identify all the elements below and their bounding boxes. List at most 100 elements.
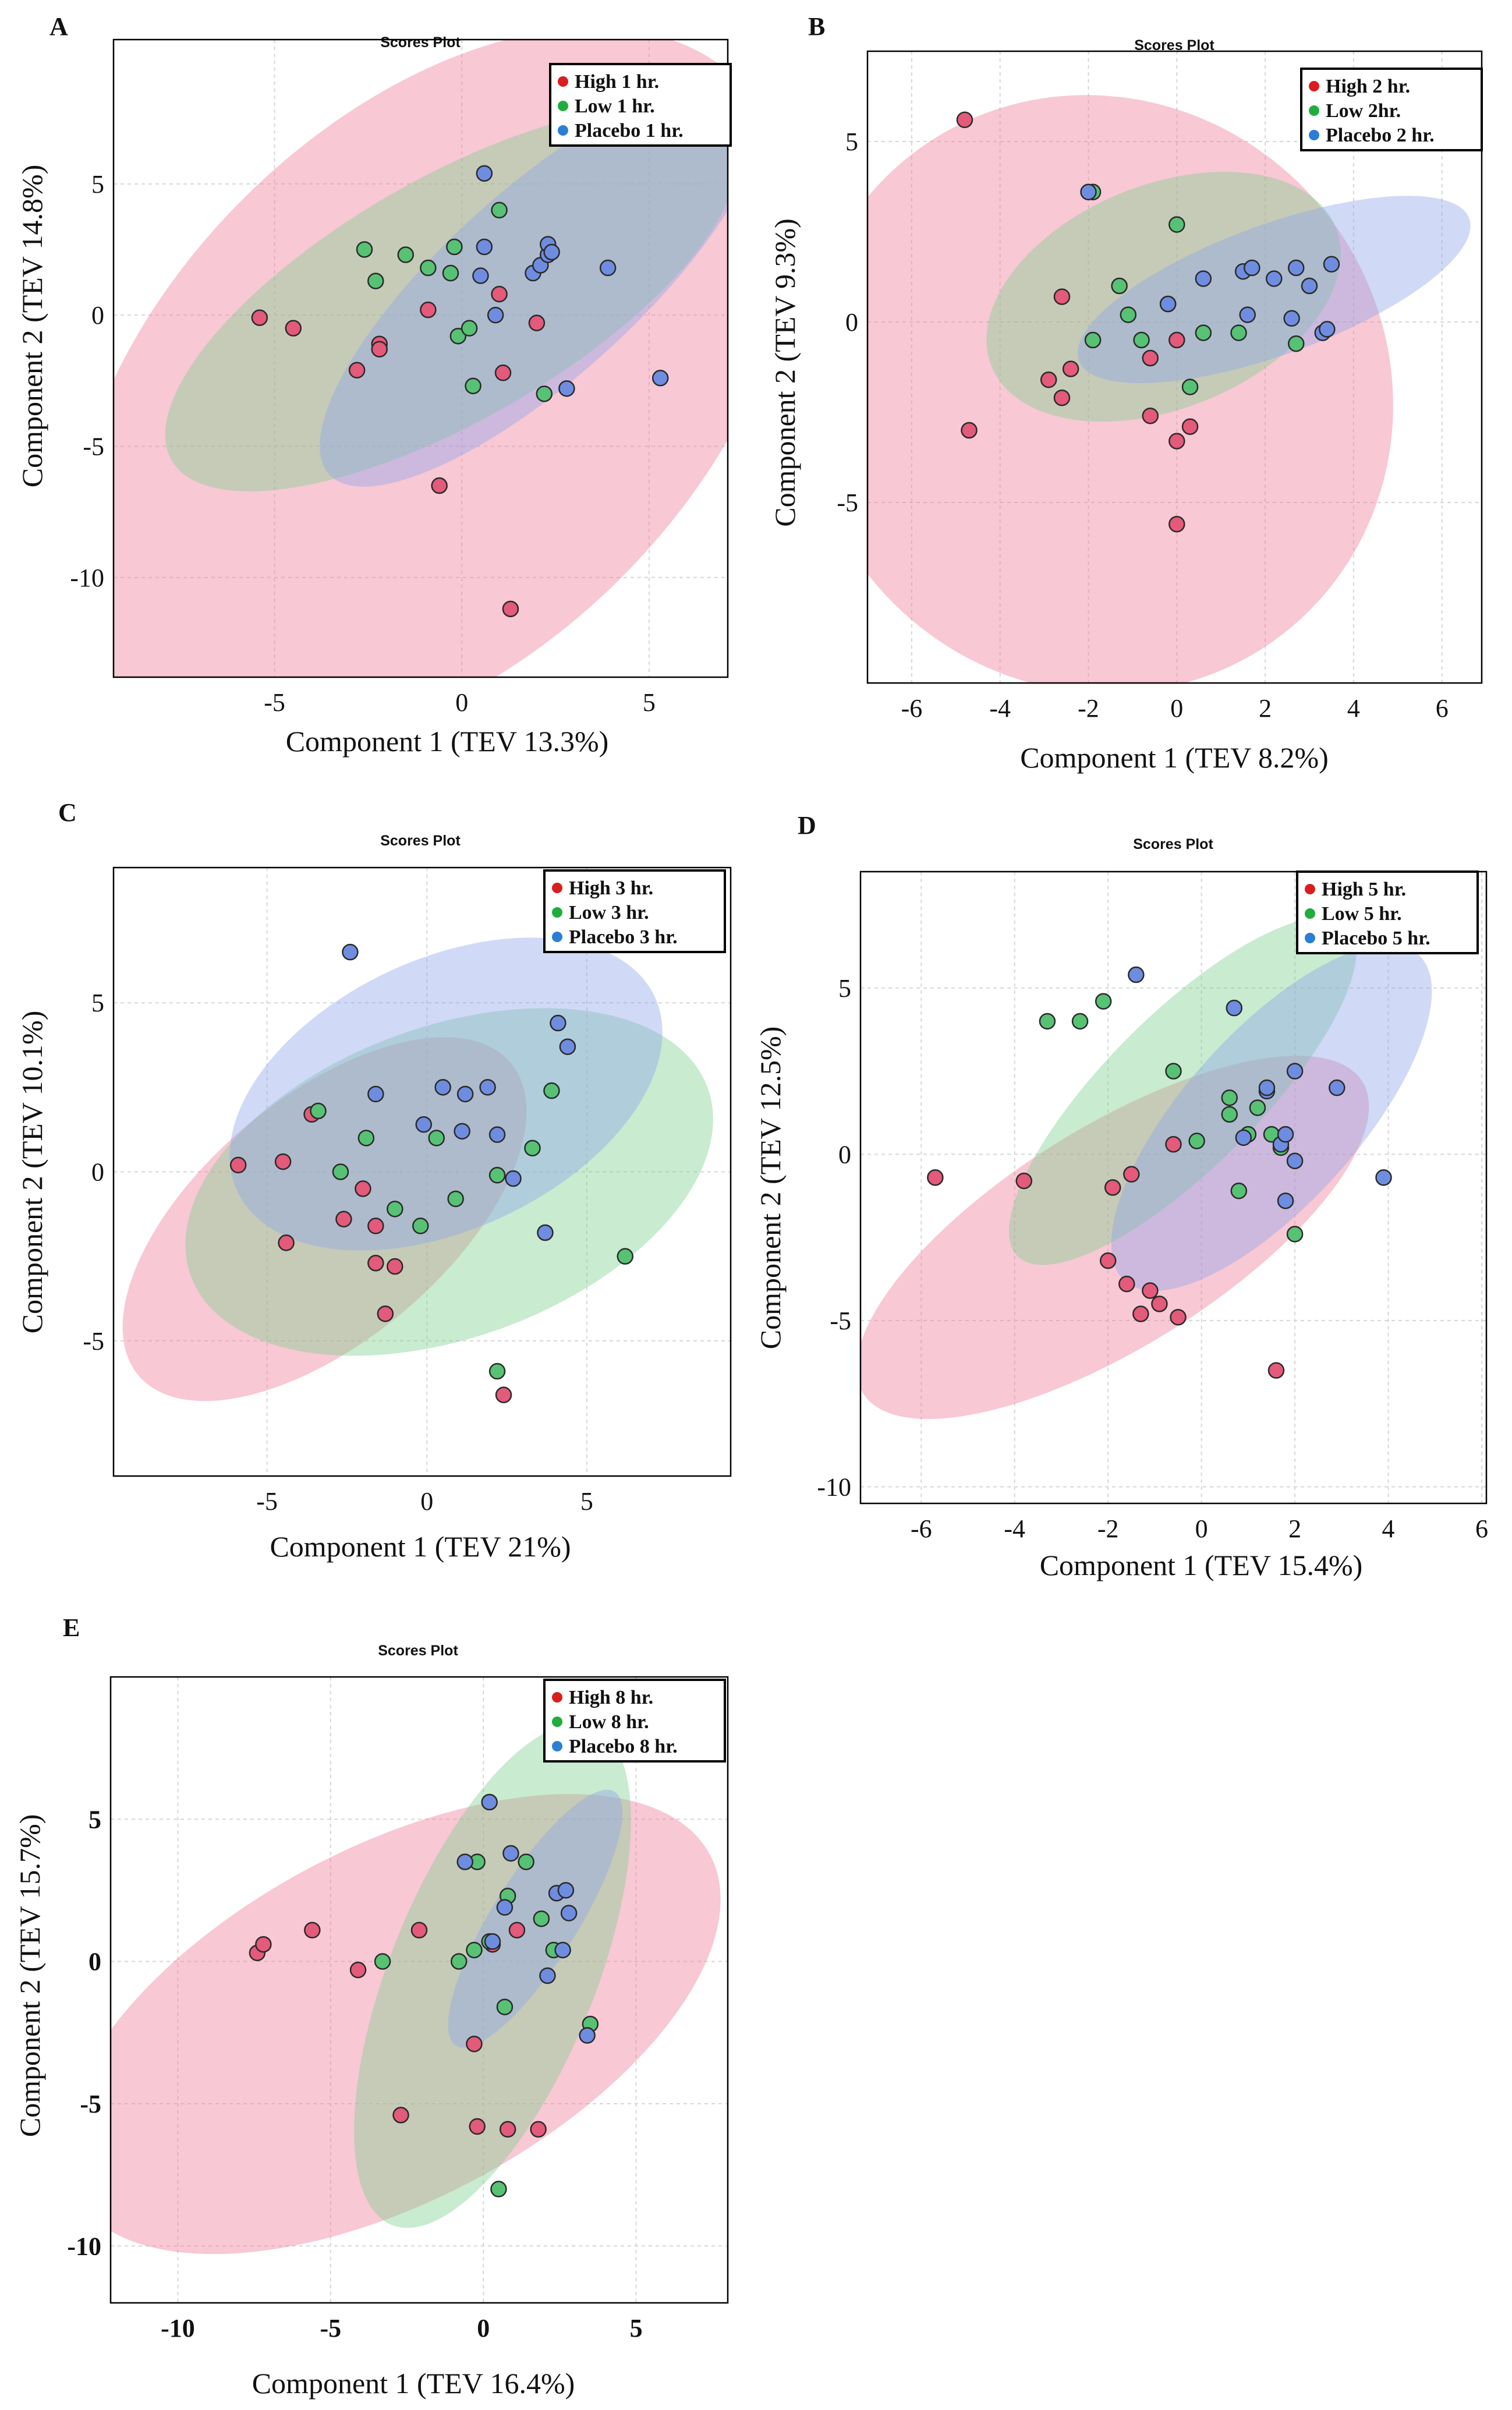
y-tick-label: -10 <box>70 564 104 592</box>
point-high <box>927 1169 944 1186</box>
point-low <box>1195 324 1212 341</box>
data-points <box>251 165 669 618</box>
x-tick-label: -6 <box>901 694 923 723</box>
point-placebo <box>487 306 504 324</box>
point-high <box>495 1386 512 1403</box>
point-high <box>1053 288 1071 305</box>
panel-c: C Scores Plot Component 1 (TEV 21%) Comp… <box>16 798 732 1563</box>
point-low <box>1111 277 1128 295</box>
x-tick-label: -5 <box>256 1487 278 1516</box>
point-placebo <box>342 943 359 961</box>
legend-label: High 3 hr. <box>569 877 653 899</box>
legend-box <box>1296 870 1479 954</box>
legend-box <box>549 63 732 147</box>
x-tick-label: 5 <box>630 2314 643 2342</box>
x-tick-label: -5 <box>264 688 285 717</box>
point-placebo <box>537 1224 554 1241</box>
y-tick-label: 0 <box>838 1140 851 1169</box>
legend-marker <box>558 76 568 87</box>
x-tick-label: 6 <box>1436 694 1449 723</box>
legend-label: Low 1 hr. <box>575 95 655 117</box>
point-high <box>1118 1275 1135 1293</box>
point-placebo <box>554 1941 571 1959</box>
point-low <box>524 1139 541 1157</box>
y-tick-label: -5 <box>80 2090 101 2118</box>
y-tick-label: -5 <box>83 1327 104 1356</box>
y-tick-label: 0 <box>88 1948 101 1976</box>
point-placebo <box>434 1079 451 1096</box>
point-placebo <box>1286 1152 1304 1170</box>
panel-b: B Scores Plot Component 1 (TEV 8.2%) Com… <box>769 12 1483 774</box>
point-low <box>1039 1013 1056 1030</box>
point-placebo <box>539 1967 556 1984</box>
y-tick-label: 5 <box>845 128 858 156</box>
point-high <box>229 1156 247 1174</box>
point-placebo <box>415 1116 432 1133</box>
tick-labels: -6 -4 -2 0 2 4 6 5 0 -5 -10 <box>817 974 1488 1543</box>
point-placebo <box>1375 1169 1392 1186</box>
point-placebo <box>1226 999 1243 1017</box>
point-placebo <box>1266 270 1283 287</box>
legend-marker <box>1305 884 1315 894</box>
point-placebo <box>1258 1079 1276 1096</box>
legend-label: High 2 hr. <box>1326 76 1410 97</box>
point-high <box>1181 418 1199 436</box>
point-low <box>442 264 459 282</box>
point-placebo <box>476 238 493 256</box>
point-low <box>617 1248 634 1265</box>
point-high <box>1142 349 1159 367</box>
data-points <box>229 943 634 1403</box>
point-placebo <box>1283 310 1300 327</box>
point-low <box>374 1953 391 1970</box>
y-axis-label: Component 2 (TEV 14.8%) <box>16 165 48 488</box>
point-low <box>446 238 463 256</box>
point-high <box>420 301 437 318</box>
point-high <box>1062 360 1079 377</box>
point-placebo <box>502 1845 519 1862</box>
point-placebo <box>1323 256 1340 273</box>
point-placebo <box>481 1793 498 1811</box>
y-tick-label: 5 <box>838 974 851 1003</box>
plot-frame <box>859 870 1488 1505</box>
point-high <box>1170 1308 1187 1326</box>
legend-marker <box>552 883 562 893</box>
point-low <box>332 1163 349 1180</box>
x-tick-label: 0 <box>455 688 468 717</box>
point-low <box>367 273 384 289</box>
point-placebo <box>1277 1192 1294 1209</box>
ellipse-low <box>986 172 1341 422</box>
point-low <box>488 1167 506 1184</box>
ellipse-high <box>867 95 1393 683</box>
legend-marker <box>552 907 562 918</box>
panel-label: E <box>63 1613 80 1642</box>
point-high <box>278 1234 295 1251</box>
point-low <box>1230 324 1247 341</box>
x-tick-label: -10 <box>161 2314 195 2342</box>
tick-labels: -5 0 5 5 0 -5 <box>83 989 593 1516</box>
legend-label: Low 3 hr. <box>569 902 649 923</box>
x-tick-label: 5 <box>580 1487 593 1516</box>
point-placebo <box>1301 277 1318 295</box>
grid <box>114 868 731 1476</box>
x-tick-label: 6 <box>1475 1514 1488 1543</box>
x-tick-label: 0 <box>1170 694 1183 723</box>
x-tick-label: -4 <box>989 694 1011 723</box>
legend: High 5 hr. Low 5 hr. Placebo 5 hr. <box>1296 870 1479 954</box>
point-low <box>449 327 467 345</box>
legend-label: Placebo 3 hr. <box>569 926 678 948</box>
plot-frame <box>112 866 732 1477</box>
x-tick-label: 4 <box>1382 1514 1395 1543</box>
point-low <box>461 320 478 337</box>
x-axis-label: Component 1 (TEV 16.4%) <box>252 2367 575 2400</box>
plot-frame <box>109 1676 729 2304</box>
point-high <box>387 1258 403 1275</box>
panel-a: A Scores Plot Component 1 (TEV 13.3%) Co… <box>16 12 732 758</box>
point-low <box>518 1853 534 1870</box>
point-high <box>1053 389 1071 406</box>
point-high <box>1142 1282 1159 1299</box>
x-tick-label: 0 <box>1195 1514 1208 1543</box>
point-placebo <box>543 243 560 261</box>
x-tick-label: -4 <box>1004 1514 1025 1543</box>
confidence-ellipses <box>114 40 728 677</box>
x-tick-label: 0 <box>420 1487 433 1516</box>
